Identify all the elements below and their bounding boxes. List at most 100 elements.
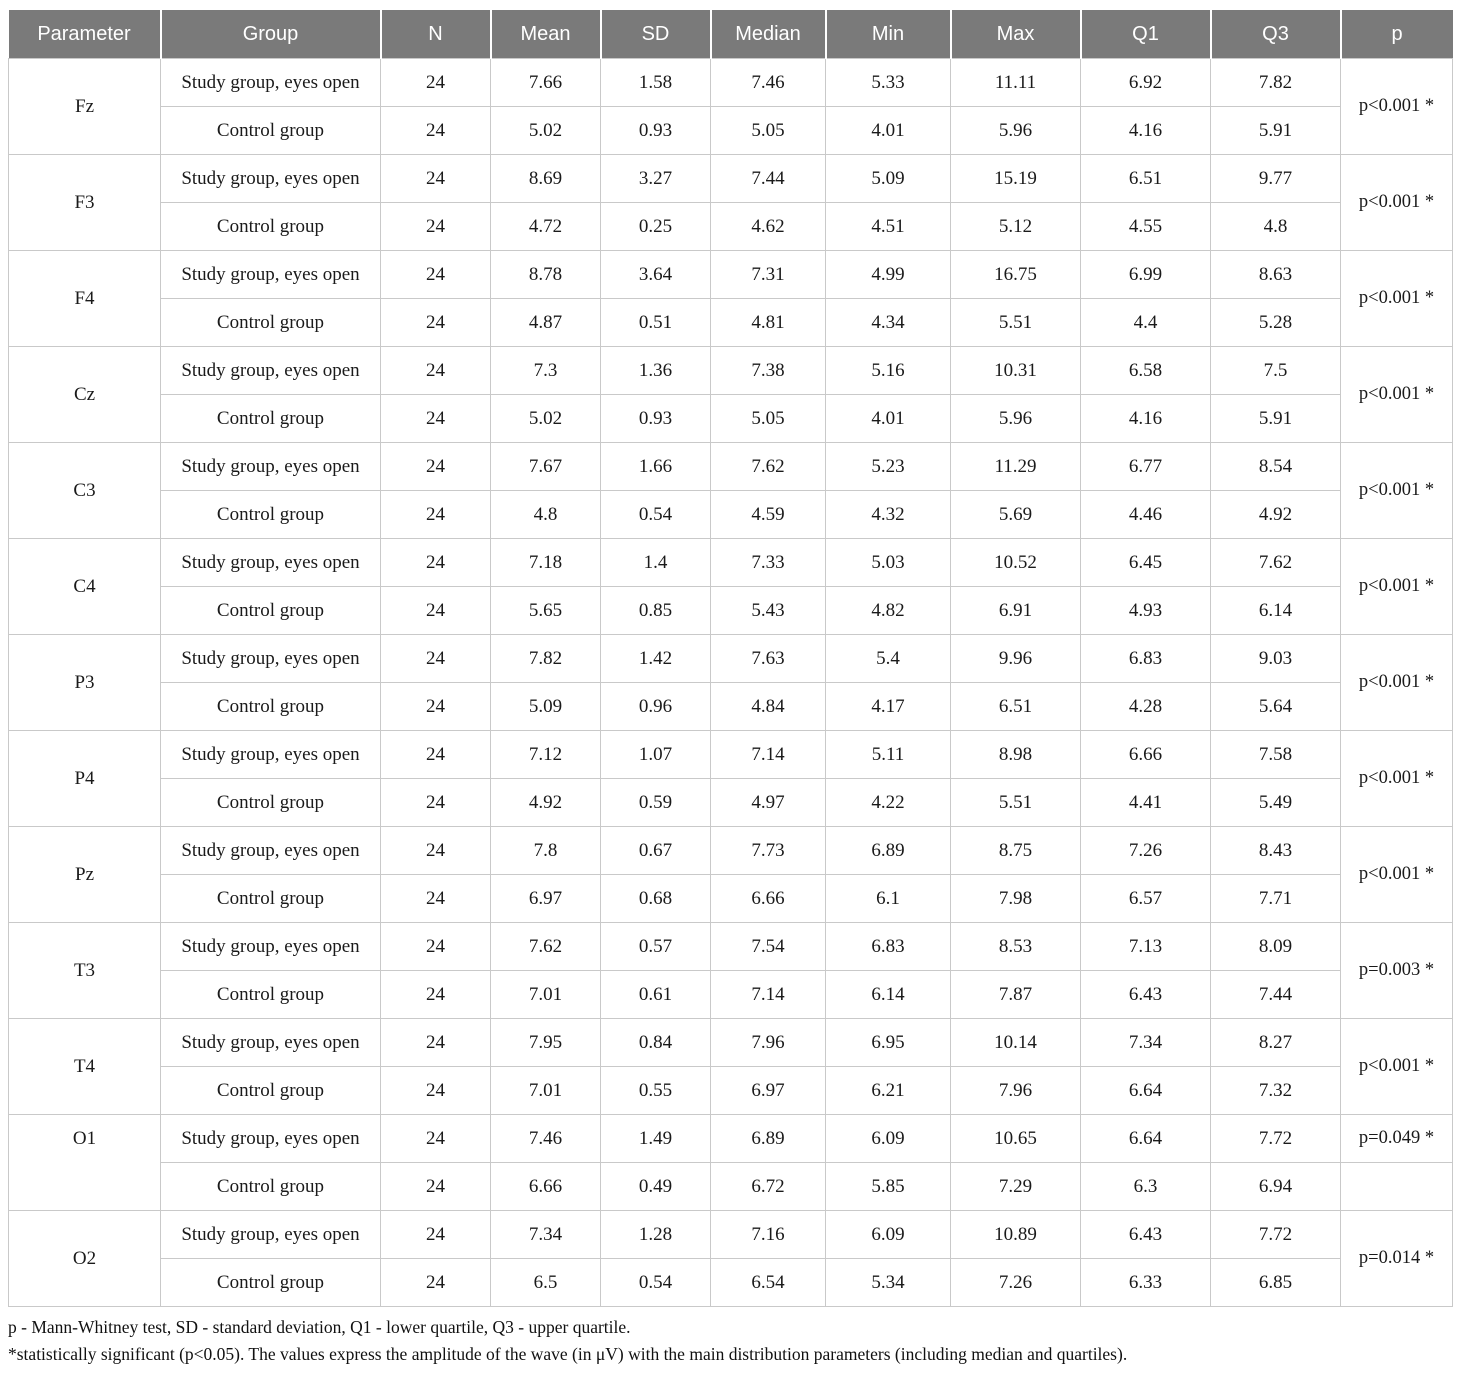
value-cell: 4.59	[710, 490, 826, 539]
p-value-cell: p<0.001 *	[1340, 730, 1453, 827]
value-cell: 7.54	[710, 922, 826, 971]
value-cell: 7.34	[490, 1210, 601, 1259]
value-cell: 5.02	[490, 394, 601, 443]
value-cell: 6.77	[1080, 442, 1211, 491]
p-value-cell: p<0.001 *	[1340, 154, 1453, 251]
value-cell: 4.4	[1080, 298, 1211, 347]
value-cell: 7.8	[490, 826, 601, 875]
group-cell: Study group, eyes open	[160, 442, 381, 491]
table-row: Control group 24 7.01 0.61 7.14 6.14 7.87 6.43 7…	[9, 970, 1453, 1019]
value-cell: 24	[380, 1162, 491, 1211]
group-cell: Study group, eyes open	[160, 730, 381, 779]
value-cell: 7.58	[1210, 730, 1341, 779]
table-row: O2 Study group, eyes open 24 7.34 1.28 7.16 6.…	[8, 1210, 1453, 1307]
value-cell: 7.96	[950, 1066, 1081, 1115]
value-cell: 0.51	[600, 298, 711, 347]
p-value-cell-empty	[1340, 1162, 1453, 1211]
value-cell: 24	[380, 250, 491, 299]
value-cell: 4.8	[1210, 202, 1341, 251]
value-cell: 8.98	[950, 730, 1081, 779]
header-group: Group	[160, 10, 382, 59]
value-cell: 1.49	[600, 1114, 711, 1163]
value-cell: 7.82	[490, 634, 601, 683]
value-cell: 6.33	[1080, 1258, 1211, 1307]
group-cell: Control group	[160, 874, 381, 923]
value-cell: 7.26	[950, 1258, 1081, 1307]
value-cell: 6.92	[1080, 58, 1211, 107]
value-cell: 8.43	[1210, 826, 1341, 875]
p-value-cell: p<0.001 *	[1340, 58, 1453, 155]
value-cell: 24	[380, 394, 491, 443]
header-sd: SD	[600, 10, 712, 59]
value-cell: 7.44	[1210, 970, 1341, 1019]
value-cell: 3.64	[600, 250, 711, 299]
table-row: Control group 24 5.65 0.85 5.43 4.82 6.91 4.93 6…	[9, 586, 1453, 635]
value-cell: 6.66	[490, 1162, 601, 1211]
value-cell: 24	[380, 154, 491, 203]
value-cell: 3.27	[600, 154, 711, 203]
value-cell: 7.26	[1080, 826, 1211, 875]
value-cell: 24	[380, 970, 491, 1019]
statistics-table: Parameter Group N Mean SD Median Min Max…	[8, 10, 1453, 1307]
group-cell: Control group	[160, 106, 381, 155]
value-cell: 7.46	[490, 1114, 601, 1163]
p-value-cell: p<0.001 *	[1340, 634, 1453, 731]
value-cell: 6.51	[1080, 154, 1211, 203]
value-cell: 0.93	[600, 106, 711, 155]
value-cell: 24	[380, 1210, 491, 1259]
value-cell: 7.32	[1210, 1066, 1341, 1115]
value-cell: 7.3	[490, 346, 601, 395]
value-cell: 4.01	[825, 394, 951, 443]
value-cell: 4.72	[490, 202, 601, 251]
value-cell: 5.96	[950, 106, 1081, 155]
value-cell: 8.69	[490, 154, 601, 203]
value-cell: 7.01	[490, 1066, 601, 1115]
value-cell: 6.1	[825, 874, 951, 923]
value-cell: 7.87	[950, 970, 1081, 1019]
value-cell: 24	[380, 586, 491, 635]
value-cell: 4.46	[1080, 490, 1211, 539]
group-cell: Study group, eyes open	[160, 538, 381, 587]
value-cell: 7.13	[1080, 922, 1211, 971]
value-cell: 0.96	[600, 682, 711, 731]
group-cell: Study group, eyes open	[160, 1210, 381, 1259]
value-cell: 8.27	[1210, 1018, 1341, 1067]
value-cell: 5.23	[825, 442, 951, 491]
table-row: T4 Study group, eyes open 24 7.95 0.84 7.96 6.…	[8, 1018, 1453, 1115]
value-cell: 24	[380, 730, 491, 779]
value-cell: 5.09	[825, 154, 951, 203]
header-median: Median	[710, 10, 827, 59]
p-value-cell: p<0.001 *	[1340, 538, 1453, 635]
value-cell: 4.84	[710, 682, 826, 731]
value-cell: 7.18	[490, 538, 601, 587]
value-cell: 4.93	[1080, 586, 1211, 635]
group-cell: Study group, eyes open	[160, 250, 381, 299]
value-cell: 8.54	[1210, 442, 1341, 491]
group-cell: Study group, eyes open	[160, 154, 381, 203]
value-cell: 24	[380, 1066, 491, 1115]
p-value-cell: p<0.001 *	[1340, 442, 1453, 539]
value-cell: 4.55	[1080, 202, 1211, 251]
value-cell: 4.16	[1080, 394, 1211, 443]
header-row: Parameter Group N Mean SD Median Min Max…	[8, 10, 1453, 59]
value-cell: 7.62	[490, 922, 601, 971]
value-cell: 7.01	[490, 970, 601, 1019]
parameter-cell: Fz	[8, 58, 161, 155]
value-cell: 6.83	[1080, 634, 1211, 683]
value-cell: 4.28	[1080, 682, 1211, 731]
value-cell: 6.99	[1080, 250, 1211, 299]
value-cell: 1.36	[600, 346, 711, 395]
parameter-cell: C4	[8, 538, 161, 635]
value-cell: 0.25	[600, 202, 711, 251]
parameter-cell: F4	[8, 250, 161, 347]
table-row: C4 Study group, eyes open 24 7.18 1.4 7.33 5.0…	[8, 538, 1453, 635]
value-cell: 6.64	[1080, 1066, 1211, 1115]
value-cell: 6.09	[825, 1210, 951, 1259]
value-cell: 6.5	[490, 1258, 601, 1307]
header-max: Max	[950, 10, 1082, 59]
value-cell: 6.95	[825, 1018, 951, 1067]
value-cell: 6.66	[1080, 730, 1211, 779]
value-cell: 0.54	[600, 490, 711, 539]
value-cell: 7.34	[1080, 1018, 1211, 1067]
